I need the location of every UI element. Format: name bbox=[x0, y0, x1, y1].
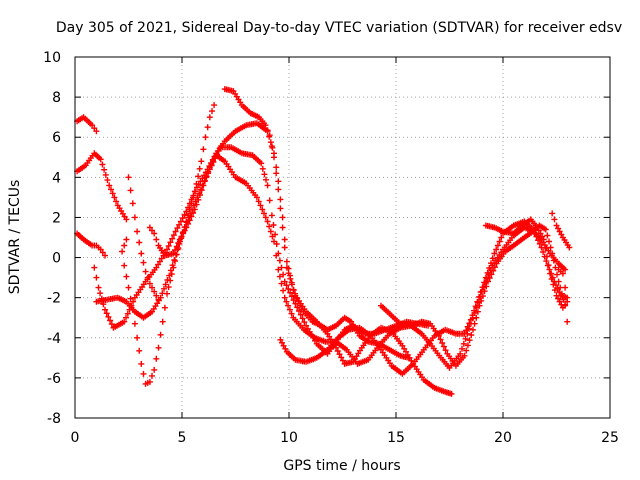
series-track-1 bbox=[74, 114, 99, 134]
y-tick-label: 4 bbox=[52, 170, 61, 186]
data-point-markers bbox=[74, 150, 129, 222]
y-tick-label: -8 bbox=[47, 411, 61, 427]
series-track-6 bbox=[119, 144, 431, 387]
x-tick-label: 25 bbox=[601, 430, 619, 446]
chart-title: Day 305 of 2021, Sidereal Day-to-day VTE… bbox=[56, 20, 622, 36]
data-point-markers bbox=[74, 231, 108, 259]
data-point-markers bbox=[549, 210, 572, 250]
x-tick-label: 5 bbox=[178, 430, 187, 446]
data-markers bbox=[74, 86, 572, 397]
x-tick-label: 15 bbox=[387, 430, 405, 446]
y-tick-label: -4 bbox=[47, 331, 61, 347]
series-track-5 bbox=[93, 102, 217, 321]
y-tick-label: -6 bbox=[47, 371, 61, 387]
x-axis-label: GPS time / hours bbox=[283, 458, 400, 474]
data-point-markers bbox=[222, 86, 455, 397]
series-track-8 bbox=[147, 152, 568, 371]
data-point-markers bbox=[119, 144, 431, 387]
y-tick-label: -2 bbox=[47, 291, 61, 307]
data-point-markers bbox=[147, 152, 568, 371]
y-tick-label: 0 bbox=[52, 251, 61, 267]
y-tick-label: 2 bbox=[52, 210, 61, 226]
y-tick-label: 10 bbox=[43, 50, 61, 66]
x-tick-label: 0 bbox=[71, 430, 80, 446]
series-track-13 bbox=[549, 210, 572, 250]
y-tick-label: 8 bbox=[52, 90, 61, 106]
y-tick-label: 6 bbox=[52, 130, 61, 146]
chart: Day 305 of 2021, Sidereal Day-to-day VTE… bbox=[0, 0, 640, 480]
data-point-markers bbox=[93, 102, 217, 321]
series-track-2 bbox=[74, 150, 129, 222]
x-tick-label: 10 bbox=[280, 430, 298, 446]
y-axis-label: SDTVAR / TECUs bbox=[7, 180, 23, 295]
series-track-3 bbox=[74, 231, 108, 259]
series-track-9 bbox=[222, 86, 455, 397]
data-point-markers bbox=[74, 114, 99, 134]
axis-ticks: 0 5 10 15 20 25 -8 -6 -4 -2 0 2 4 6 8 10 bbox=[43, 50, 619, 446]
x-tick-label: 20 bbox=[494, 430, 512, 446]
